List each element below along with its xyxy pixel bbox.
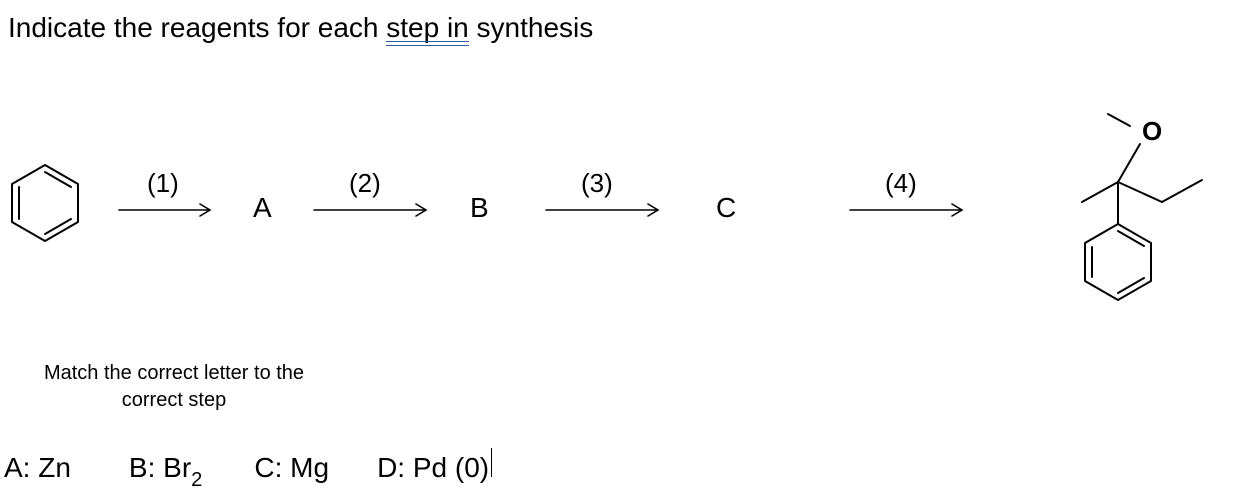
step-label-1: (1) — [147, 168, 179, 199]
arrow-4 — [848, 202, 970, 218]
double-underline — [386, 41, 469, 46]
match-line2: correct step — [122, 389, 226, 411]
step-label-4: (4) — [885, 168, 917, 199]
intermediate-A: A — [253, 192, 272, 224]
reaction-scheme: (1) A (2) B (3) — [0, 110, 1246, 310]
option-A-label: Zn — [38, 452, 71, 483]
option-A: A: Zn — [4, 452, 71, 484]
option-B-label: Br — [163, 452, 191, 483]
intermediate-C: C — [716, 192, 736, 224]
match-line1: Match the correct letter to the — [44, 362, 304, 384]
option-B-pre: B: — [129, 452, 163, 483]
title-underlined-wrap: step in — [386, 12, 469, 44]
option-C: C: Mg — [254, 452, 329, 484]
step-label-2: (2) — [349, 168, 381, 199]
text-cursor — [491, 448, 492, 477]
arrow-1 — [117, 202, 217, 218]
page-root: Indicate the reagents for each step in s… — [0, 0, 1246, 502]
arrow-3 — [544, 202, 666, 218]
option-D-pre: D: — [377, 452, 413, 483]
option-C-pre: C: — [254, 452, 290, 483]
option-A-pre: A: — [4, 452, 38, 483]
title-post: synthesis — [469, 12, 594, 43]
option-B: B: Br2 — [129, 452, 202, 490]
option-B-sub: 2 — [191, 469, 202, 491]
page-title: Indicate the reagents for each step in s… — [8, 12, 593, 44]
title-underlined: step in — [386, 12, 469, 43]
intermediate-B: B — [470, 192, 489, 224]
arrow-2 — [312, 202, 434, 218]
option-C-label: Mg — [290, 452, 329, 483]
step-label-3: (3) — [581, 168, 613, 199]
title-pre: Indicate the reagents for each — [8, 12, 386, 43]
option-D: D: Pd (0) — [377, 452, 489, 484]
match-instruction: Match the correct letter to the correct … — [14, 360, 334, 414]
options-row: A: Zn B: Br2 C: Mg D: Pd (0) — [0, 448, 492, 490]
molecule-benzene — [6, 160, 84, 251]
option-D-label: Pd (0) — [413, 452, 489, 483]
svg-text:O: O — [1142, 116, 1162, 146]
molecule-product: O — [1030, 104, 1230, 319]
